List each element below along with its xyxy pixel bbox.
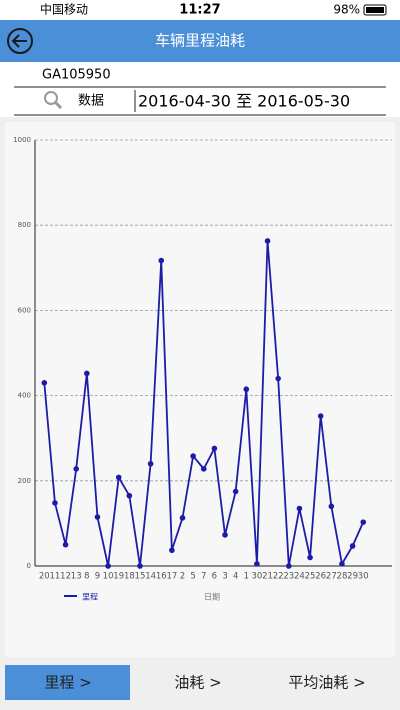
tab[interactable]: 里程 > bbox=[44, 674, 91, 692]
point bbox=[349, 543, 356, 549]
x-tick-label: 14 bbox=[145, 572, 156, 582]
tab[interactable]: 平均油耗 > bbox=[288, 674, 365, 692]
point bbox=[105, 563, 111, 569]
tab[interactable]: 油耗 > bbox=[174, 674, 221, 692]
point bbox=[286, 563, 292, 569]
x-tick-label: 25 bbox=[305, 572, 316, 582]
point bbox=[317, 413, 324, 419]
point bbox=[126, 492, 133, 499]
point bbox=[169, 547, 175, 554]
point bbox=[232, 488, 239, 495]
x-tick-label: 29 bbox=[347, 572, 358, 582]
x-tick-label: 3 bbox=[222, 572, 227, 582]
x-tick-label: 10 bbox=[103, 572, 114, 582]
point bbox=[73, 466, 80, 472]
tab-active[interactable] bbox=[5, 665, 130, 700]
x-tick-label: 30 bbox=[252, 572, 263, 582]
y-tick-label: 600 bbox=[18, 306, 31, 314]
date-range[interactable]: 2016-04-30 至 2016-05-30 bbox=[138, 92, 350, 111]
x-tick-label: 16 bbox=[156, 572, 167, 582]
carrier: 中国移动 bbox=[40, 2, 88, 17]
x-tick-label: 5 bbox=[190, 572, 195, 582]
back-circle[interactable] bbox=[7, 28, 33, 54]
x-axis-title: 日期 bbox=[204, 593, 220, 602]
x-tick-label: 23 bbox=[283, 572, 294, 582]
x-tick-label: 2 bbox=[180, 572, 185, 582]
x-tick-label: 11 bbox=[50, 572, 61, 582]
chart-panel bbox=[5, 122, 395, 657]
y-tick-label: 1000 bbox=[13, 136, 31, 144]
back-button[interactable] bbox=[7, 28, 33, 54]
status-bar bbox=[0, 0, 400, 20]
search-icon-handle bbox=[53, 100, 63, 110]
x-tick-label: 7 bbox=[201, 572, 206, 582]
x-tick-label: 8 bbox=[84, 572, 89, 582]
header bbox=[0, 20, 400, 62]
point bbox=[200, 466, 207, 472]
x-tick-label: 20 bbox=[39, 572, 50, 582]
search-panel bbox=[0, 62, 400, 117]
x-tick-label: 12 bbox=[60, 572, 71, 582]
battery: 98% bbox=[333, 3, 360, 17]
point bbox=[41, 380, 48, 386]
header-title: 车辆里程油耗 bbox=[155, 32, 245, 50]
search-label: 数据 bbox=[78, 94, 104, 109]
point bbox=[52, 500, 58, 506]
x-tick-label: 26 bbox=[315, 572, 326, 582]
x-tick-label: 22 bbox=[273, 572, 284, 582]
point bbox=[264, 238, 271, 244]
point bbox=[158, 257, 165, 264]
point bbox=[137, 563, 143, 569]
point bbox=[328, 503, 335, 510]
vehicle-id: GA105950 bbox=[42, 68, 111, 83]
point bbox=[115, 474, 122, 481]
point bbox=[211, 445, 218, 452]
point bbox=[179, 515, 186, 521]
point bbox=[339, 561, 345, 567]
back-arrow[interactable] bbox=[11, 34, 27, 48]
x-tick-label: 28 bbox=[337, 572, 348, 582]
point bbox=[275, 375, 281, 382]
x-tick-label: 6 bbox=[212, 572, 217, 582]
battery-level bbox=[366, 7, 384, 13]
time: 11:27 bbox=[179, 3, 220, 18]
point bbox=[222, 532, 228, 538]
x-tick-label: 19 bbox=[113, 572, 124, 582]
point bbox=[147, 460, 154, 467]
point bbox=[254, 561, 260, 567]
point bbox=[84, 370, 90, 377]
y-tick-label: 0 bbox=[27, 562, 31, 570]
y-tick-label: 400 bbox=[18, 392, 31, 400]
x-tick-label: 17 bbox=[166, 572, 177, 582]
point bbox=[62, 541, 69, 548]
point bbox=[296, 505, 303, 512]
x-tick-label: 27 bbox=[326, 572, 337, 582]
point bbox=[243, 386, 250, 393]
x-tick-label: 30 bbox=[358, 572, 369, 582]
y-tick-label: 800 bbox=[18, 221, 31, 229]
x-tick-label: 21 bbox=[262, 572, 273, 582]
point bbox=[190, 453, 196, 459]
x-tick-label: 4 bbox=[233, 572, 238, 582]
x-tick-label: 1 bbox=[244, 572, 249, 582]
x-tick-label: 18 bbox=[124, 572, 135, 582]
x-tick-label: 24 bbox=[294, 572, 305, 582]
x-tick-label: 13 bbox=[71, 572, 82, 582]
legend-label: 里程 bbox=[82, 593, 98, 602]
x-tick-label: 15 bbox=[135, 572, 146, 582]
point bbox=[94, 514, 101, 520]
point bbox=[360, 519, 367, 525]
x-tick-label: 9 bbox=[95, 572, 100, 582]
y-tick-label: 200 bbox=[18, 477, 31, 485]
point bbox=[307, 554, 313, 561]
search-icon bbox=[44, 91, 58, 105]
battery-icon bbox=[363, 4, 387, 16]
